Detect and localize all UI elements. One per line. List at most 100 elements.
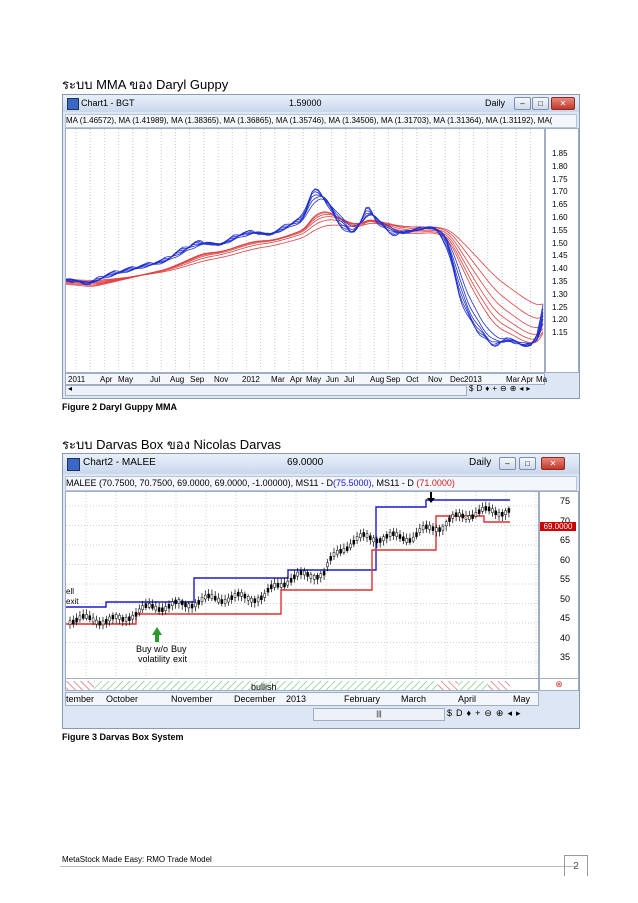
chart1-plot[interactable] — [65, 128, 545, 373]
close-button[interactable]: ✕ — [551, 97, 575, 110]
chart2-titlebar[interactable]: Chart2 - MALEE 69.0000 Daily – □ ✕ — [63, 454, 579, 474]
candle-body — [405, 538, 408, 543]
candle-body — [421, 525, 425, 531]
candle-body — [72, 619, 75, 625]
candle-body — [276, 583, 280, 588]
candle-body — [319, 573, 323, 578]
pin-icon[interactable]: ♦ — [466, 708, 476, 718]
chart2-window[interactable]: Chart2 - MALEE 69.0000 Daily – □ ✕ MALEE… — [62, 453, 580, 729]
candle-body — [78, 615, 82, 621]
scroll-icon[interactable]: $ — [447, 708, 457, 718]
candle-body — [217, 597, 220, 603]
candle-body — [286, 580, 290, 586]
footer-divider — [60, 866, 578, 867]
prev-icon[interactable]: ◂ — [507, 708, 516, 718]
y-tick-label: 45 — [560, 613, 571, 623]
candle-body — [75, 617, 78, 623]
candle-body — [312, 575, 316, 580]
zoom-out-icon[interactable]: ⊖ — [484, 708, 496, 718]
candle-body — [88, 615, 92, 620]
chart2-bullish-close[interactable]: ⊗ — [539, 678, 579, 691]
candle-body — [441, 525, 445, 531]
candle-body — [200, 597, 204, 602]
bearish-segment — [488, 681, 510, 690]
candle-body — [309, 574, 313, 579]
candle-body — [177, 599, 181, 604]
chart2-plot[interactable]: Buy w/o volatility Buy exit ell exit — [65, 491, 539, 679]
candle-body — [458, 512, 461, 518]
y-tick-label: 1.55 — [552, 225, 568, 235]
candle-body — [237, 591, 240, 597]
price-tag: 69.0000 — [540, 522, 576, 531]
bearish-segment — [66, 681, 94, 690]
long-ma-line — [66, 216, 544, 329]
candle-body — [187, 603, 191, 609]
x-tick-label: Mar — [271, 375, 285, 384]
candle-body — [210, 594, 214, 599]
y-tick-label: 50 — [560, 593, 571, 604]
crosshair-icon[interactable]: + — [492, 384, 500, 393]
zoom-out-icon[interactable]: ⊖ — [500, 384, 510, 393]
scroll-icon[interactable]: $ — [469, 384, 477, 393]
candle-body — [339, 549, 342, 554]
d-icon[interactable]: D — [456, 708, 467, 718]
candle-body — [471, 514, 474, 519]
pin-icon[interactable]: ♦ — [485, 384, 493, 393]
candle-body — [283, 582, 286, 588]
zoom-in-icon[interactable]: ⊕ — [509, 384, 520, 393]
candle-body — [378, 538, 382, 543]
candle-body — [118, 615, 121, 620]
y-tick-label: 65 — [560, 535, 571, 545]
next-icon[interactable]: ▸ — [526, 384, 534, 393]
x-tick-label: Sep — [386, 375, 401, 384]
candle-body — [359, 533, 362, 538]
next-icon[interactable]: ▸ — [516, 708, 525, 718]
d-icon[interactable]: D — [476, 384, 486, 393]
x-tick-label: November — [171, 694, 213, 704]
candle-body — [326, 562, 329, 568]
close-button[interactable]: ✕ — [541, 457, 565, 470]
crosshair-icon[interactable]: + — [475, 708, 485, 718]
minimize-button[interactable]: – — [499, 457, 516, 470]
y-tick-label: 1.40 — [552, 264, 568, 274]
chart2-scrollbar[interactable]: ||| — [313, 708, 445, 721]
candle-body — [180, 600, 184, 606]
scroll-left-icon[interactable]: ◂ — [68, 384, 73, 393]
candle-body — [124, 616, 128, 622]
candle-body — [491, 508, 494, 513]
x-tick-label: March — [401, 694, 427, 704]
candle-body — [105, 619, 108, 624]
zoom-in-icon[interactable]: ⊕ — [495, 708, 508, 718]
candle-body — [293, 574, 296, 580]
buy-annotation: volatility — [138, 654, 171, 664]
candle-body — [151, 604, 154, 609]
maximize-button[interactable]: □ — [519, 457, 536, 470]
candle-body — [454, 512, 458, 517]
candle-body — [108, 616, 111, 622]
minimize-button[interactable]: – — [514, 97, 531, 110]
candle-body — [204, 594, 207, 600]
chart1-titlebar[interactable]: Chart1 - BGT 1.59000 Daily – □ ✕ — [63, 95, 579, 112]
maximize-button[interactable]: □ — [532, 97, 549, 110]
candle-body — [289, 577, 293, 583]
candle-body — [468, 515, 471, 520]
prev-icon[interactable]: ◂ — [519, 384, 527, 393]
y-tick-label: 1.70 — [552, 187, 568, 197]
candle-body — [85, 614, 88, 619]
chart1-scrollbar[interactable]: ◂ — [65, 384, 467, 396]
chart2-legend: MALEE (70.7500, 70.7500, 69.0000, 69.000… — [65, 476, 577, 491]
candle-body — [362, 532, 365, 537]
x-tick-label: Oct — [406, 375, 419, 384]
candle-body — [98, 621, 101, 626]
footer-text: MetaStock Made Easy: RMO Trade Model — [62, 855, 212, 864]
candle-body — [184, 602, 187, 608]
x-tick-label: May — [513, 694, 531, 704]
candle-body — [303, 570, 306, 576]
chart1-window[interactable]: Chart1 - BGT 1.59000 Daily – □ ✕ MA (1.4… — [62, 94, 580, 399]
candle-body — [95, 619, 98, 625]
long-ma-line — [66, 219, 544, 319]
candle-body — [134, 612, 138, 617]
candle-body — [504, 510, 507, 516]
x-tick-label: Mar — [506, 375, 520, 384]
candle-body — [484, 506, 488, 511]
